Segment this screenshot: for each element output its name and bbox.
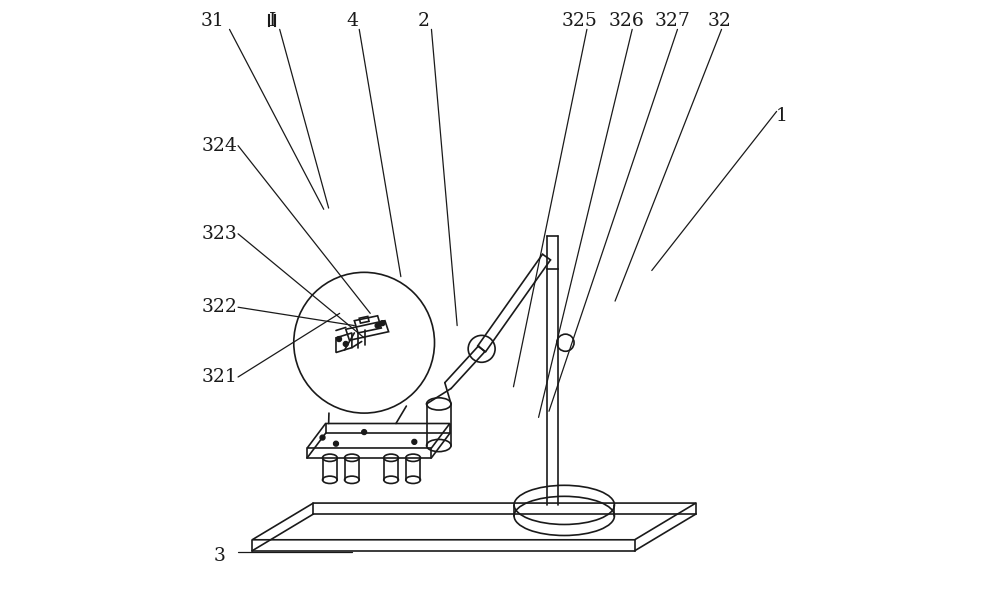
Circle shape	[375, 323, 380, 328]
Text: 326: 326	[608, 12, 644, 31]
Circle shape	[412, 439, 417, 444]
Text: 1: 1	[776, 107, 787, 125]
Text: 31: 31	[200, 12, 224, 31]
Text: 324: 324	[202, 136, 238, 155]
Text: 325: 325	[562, 12, 597, 31]
Circle shape	[334, 441, 338, 446]
Circle shape	[380, 321, 385, 326]
Text: 4: 4	[346, 12, 358, 31]
Text: I: I	[269, 12, 276, 31]
Text: 32: 32	[707, 12, 731, 31]
Text: 2: 2	[418, 12, 430, 31]
Text: 327: 327	[655, 12, 691, 31]
Circle shape	[343, 341, 348, 346]
Text: 3: 3	[214, 547, 226, 565]
Text: 322: 322	[202, 298, 238, 316]
Text: 321: 321	[202, 368, 238, 386]
Circle shape	[337, 337, 341, 341]
Text: 323: 323	[202, 225, 238, 243]
Circle shape	[362, 430, 367, 435]
Circle shape	[320, 435, 325, 440]
